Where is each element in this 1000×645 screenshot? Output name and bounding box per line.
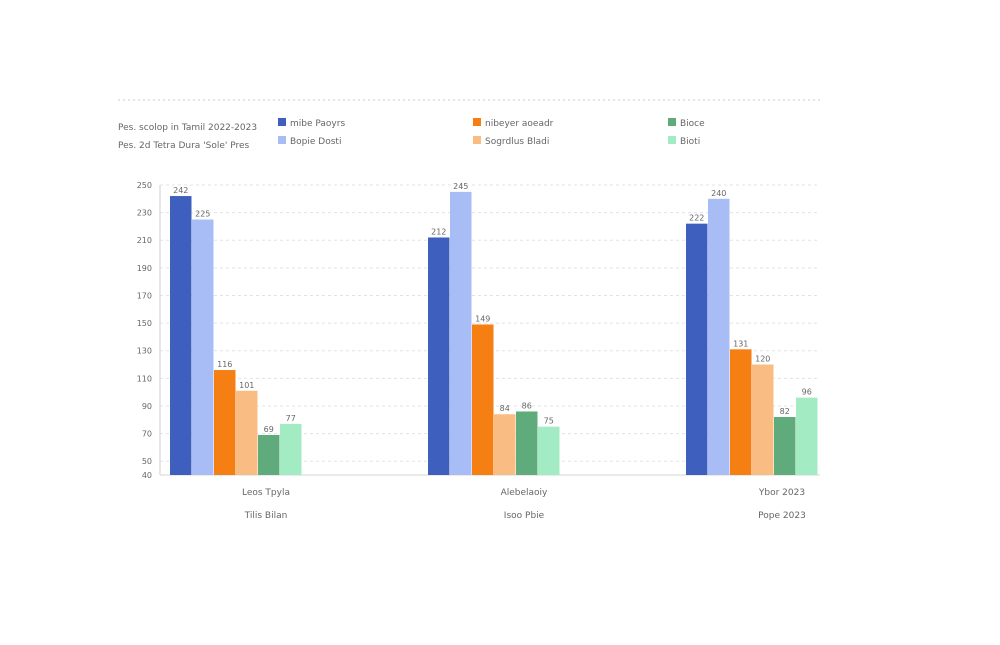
bar	[730, 349, 752, 475]
legend-swatch	[668, 118, 676, 126]
x-category-sublabel: Pope 2023	[758, 511, 806, 521]
bar	[796, 397, 818, 475]
bar	[428, 237, 450, 475]
bar	[472, 324, 494, 475]
legend: mibe Paoyrs Bopie Dosti nibeyer aoeadr Sogr…	[278, 118, 705, 147]
legend-label: Bopie Dosti	[290, 137, 341, 147]
bar-value-label: 84	[500, 404, 510, 413]
bar	[170, 196, 192, 476]
bar	[192, 219, 214, 475]
bar-value-label: 120	[755, 355, 770, 364]
legend-label: Sogrdlus Bladi	[485, 137, 549, 147]
y-tick-label: 40	[142, 471, 152, 480]
y-tick-label: 210	[137, 236, 152, 245]
bar	[258, 434, 280, 475]
header-line-2: Pes. 2d Tetra Dura 'Sole' Pres	[118, 141, 250, 151]
y-tick-label: 150	[137, 319, 152, 328]
bar-value-label: 86	[522, 401, 532, 410]
y-tick-label: 130	[137, 347, 152, 356]
x-category-label: Ybor 2023	[758, 488, 805, 498]
legend-swatch	[668, 136, 676, 144]
y-tick-label: 250	[137, 181, 152, 190]
x-axis: Leos Tpyla Tilis Bilan Alebelaoiy Isoo Pbie…	[242, 488, 806, 521]
bar-value-label: 82	[780, 407, 790, 416]
x-category-label: Leos Tpyla	[242, 488, 290, 498]
x-category-sublabel: Tilis Bilan	[244, 511, 288, 521]
bar-value-label: 77	[286, 414, 296, 423]
bar	[752, 364, 774, 475]
bar-value-label: 242	[173, 186, 188, 195]
bar-value-label: 75	[544, 417, 554, 426]
bar-value-label: 96	[802, 388, 812, 397]
bar-value-label: 69	[264, 425, 274, 434]
bar	[494, 414, 516, 475]
bar-value-label: 245	[453, 182, 468, 191]
y-tick-label: 110	[137, 374, 152, 383]
bar	[280, 423, 302, 475]
bar	[450, 191, 472, 475]
value-labels: 242 225 116 101 69 77 212 245 149 84 86 75 222 240 131…	[173, 182, 812, 434]
x-category-label: Alebelaoiy	[501, 488, 548, 498]
bar	[236, 390, 258, 475]
bar	[214, 370, 236, 475]
x-category-sublabel: Isoo Pbie	[504, 511, 545, 521]
header-line-1: Pes. scolop in Tamil 2022-2023	[118, 123, 257, 133]
bar-value-label: 222	[689, 214, 704, 223]
bar	[708, 198, 730, 476]
bar-value-label: 149	[475, 314, 490, 323]
legend-label: mibe Paoyrs	[290, 119, 345, 129]
bars	[170, 191, 818, 476]
y-tick-label: 70	[142, 430, 152, 439]
bar-value-label: 116	[217, 360, 232, 369]
bar-value-label: 131	[733, 339, 748, 348]
bar	[686, 223, 708, 475]
legend-label: Bioce	[680, 119, 705, 129]
legend-swatch	[278, 136, 286, 144]
bar	[538, 426, 560, 475]
y-tick-label: 190	[137, 264, 152, 273]
legend-label: nibeyer aoeadr	[485, 119, 554, 129]
bar-value-label: 101	[239, 381, 254, 390]
bar-value-label: 225	[195, 210, 210, 219]
y-tick-label: 230	[137, 209, 152, 218]
legend-swatch	[278, 118, 286, 126]
legend-swatch	[473, 136, 481, 144]
bar-value-label: 240	[711, 189, 726, 198]
y-tick-label: 90	[142, 402, 152, 411]
bar-value-label: 212	[431, 227, 446, 236]
bar	[774, 417, 796, 475]
y-tick-label: 50	[142, 457, 152, 466]
legend-swatch	[473, 118, 481, 126]
legend-label: Bioti	[680, 137, 700, 147]
y-tick-label: 170	[137, 291, 152, 300]
bar	[516, 411, 538, 475]
